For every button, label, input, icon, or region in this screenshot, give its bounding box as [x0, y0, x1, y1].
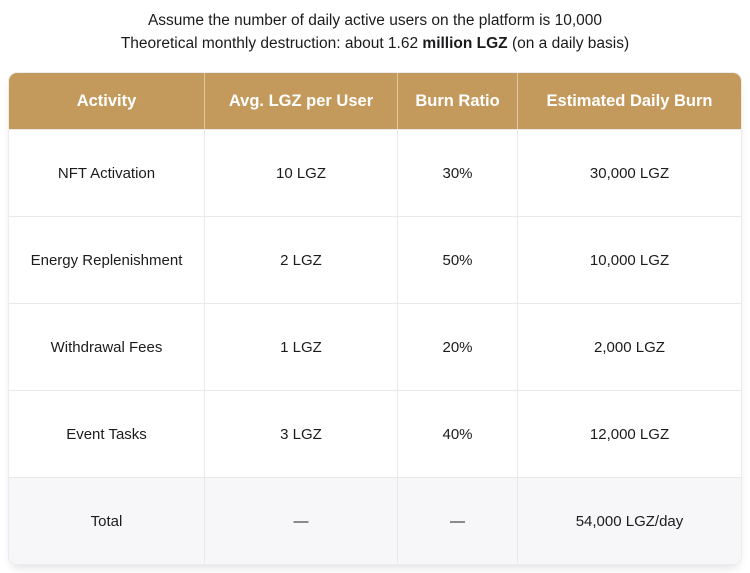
- table-row-energy-replenishment: Energy Replenishment 2 LGZ 50% 10,000 LG…: [9, 216, 741, 303]
- cell-burn-ratio: 20%: [398, 303, 518, 390]
- column-header-daily-burn: Estimated Daily Burn: [546, 91, 713, 110]
- cell-avg-lgz: 1 LGZ: [205, 303, 398, 390]
- cell-avg-lgz: —: [205, 477, 398, 564]
- table-row-withdrawal-fees: Withdrawal Fees 1 LGZ 20% 2,000 LGZ: [9, 303, 741, 390]
- cell-burn-ratio: 30%: [398, 129, 518, 216]
- cell-avg-lgz: 10 LGZ: [205, 129, 398, 216]
- table-header-row: Activity Avg. LGZ per User Burn Ratio Es…: [9, 73, 741, 129]
- caption-line-2-suffix: (on a daily basis): [507, 35, 630, 52]
- table-row-event-tasks: Event Tasks 3 LGZ 40% 12,000 LGZ: [9, 390, 741, 477]
- cell-activity: Energy Replenishment: [9, 216, 205, 303]
- table-row-nft-activation: NFT Activation 10 LGZ 30% 30,000 LGZ: [9, 129, 741, 216]
- caption-line-2: Theoretical monthly destruction: about 1…: [0, 32, 750, 55]
- cell-burn-ratio: —: [398, 477, 518, 564]
- caption-line-2-bold: million LGZ: [422, 35, 508, 52]
- table-row-total: Total — — 54,000 LGZ/day: [9, 477, 741, 564]
- cell-avg-lgz: 2 LGZ: [205, 216, 398, 303]
- cell-daily-burn: 2,000 LGZ: [518, 303, 741, 390]
- cell-activity: Event Tasks: [9, 390, 205, 477]
- cell-activity: NFT Activation: [9, 129, 205, 216]
- caption: Assume the number of daily active users …: [0, 0, 750, 55]
- cell-activity: Withdrawal Fees: [9, 303, 205, 390]
- cell-activity: Total: [9, 477, 205, 564]
- cell-daily-burn: 30,000 LGZ: [518, 129, 741, 216]
- cell-daily-burn: 54,000 LGZ/day: [518, 477, 741, 564]
- cell-avg-lgz: 3 LGZ: [205, 390, 398, 477]
- caption-line-2-prefix: Theoretical monthly destruction: about 1…: [120, 35, 423, 52]
- column-header-activity: Activity: [9, 73, 205, 129]
- burn-summary-table: Activity Avg. LGZ per User Burn Ratio Es…: [8, 72, 742, 565]
- column-header-avg-lgz: Avg. LGZ per User: [205, 73, 398, 129]
- cell-burn-ratio: 50%: [398, 216, 518, 303]
- cell-daily-burn: 10,000 LGZ: [518, 216, 741, 303]
- cell-daily-burn: 12,000 LGZ: [518, 390, 741, 477]
- cell-burn-ratio: 40%: [398, 390, 518, 477]
- column-header-burn-ratio: Burn Ratio: [398, 73, 518, 129]
- caption-line-1: Assume the number of daily active users …: [147, 12, 603, 29]
